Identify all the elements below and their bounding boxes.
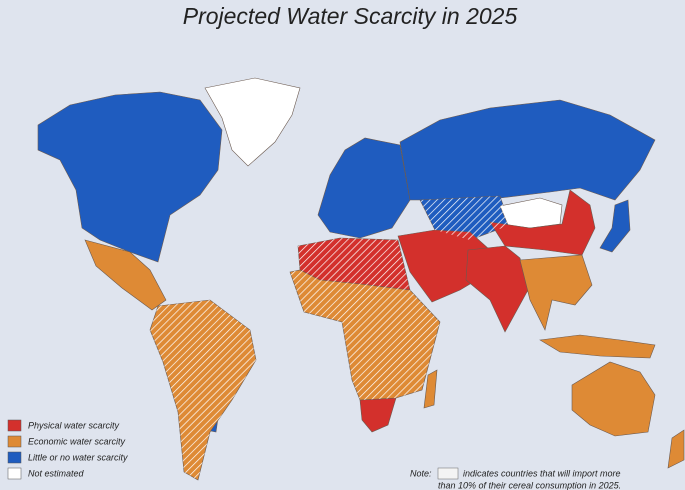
mexico-central-america [84,239,167,311]
legend-swatch [7,467,22,480]
hatch-africa [290,270,440,400]
indonesia [539,334,656,359]
note-text: indicates countries that will import mor… [463,468,621,478]
south-east-asia [519,254,593,331]
australia [571,361,656,437]
legend-swatch [7,451,22,464]
north-america [37,91,223,263]
legend-swatch [7,419,22,432]
legend: Physical water scarcity Economic water s… [7,419,128,480]
greenland [204,77,301,167]
madagascar [423,369,438,409]
note-swatch [437,467,459,480]
japan [599,199,631,253]
hatch-south-america [150,300,256,480]
china [489,189,596,256]
legend-label: Not estimated [28,468,85,478]
note-text: than 10% of their cereal consumption in … [438,480,621,490]
hatch-north-africa [298,238,410,290]
map-title: Projected Water Scarcity in 2025 [183,3,518,29]
legend-swatch [7,435,22,448]
note-label: Note: [410,468,432,478]
new-zealand [667,429,685,469]
legend-label: Little or no water scarcity [28,452,128,462]
hatch-central-asia [420,196,510,240]
note: Note: indicates countries that will impo… [410,467,621,490]
india [465,245,529,333]
legend-label: Physical water scarcity [28,420,120,430]
legend-label: Economic water scarcity [28,436,126,446]
import-hatching [150,196,510,480]
